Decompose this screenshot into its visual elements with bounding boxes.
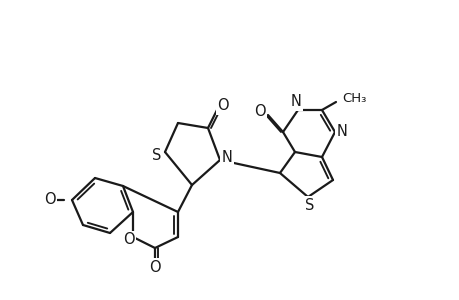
Text: O: O: [44, 193, 56, 208]
Text: O: O: [254, 104, 265, 119]
Text: O: O: [123, 232, 134, 247]
Text: CH₃: CH₃: [341, 92, 365, 104]
Text: N: N: [221, 151, 232, 166]
Text: S: S: [305, 197, 314, 212]
Text: O: O: [149, 260, 161, 274]
Text: N: N: [290, 94, 301, 110]
Text: O: O: [217, 98, 228, 113]
Text: N: N: [336, 124, 347, 140]
Text: S: S: [152, 148, 161, 163]
